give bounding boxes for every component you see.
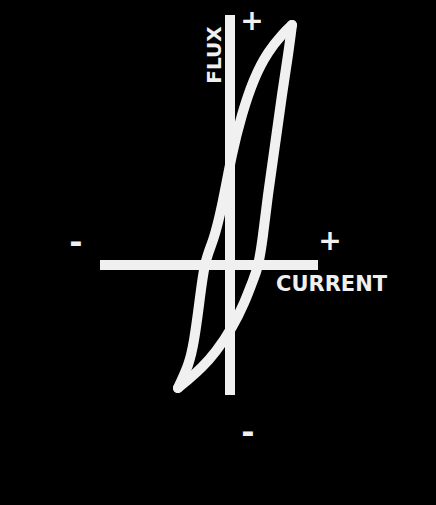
svg-text:+: + bbox=[240, 4, 263, 37]
svg-text:FLUX: FLUX bbox=[202, 26, 226, 84]
svg-text:-: - bbox=[241, 413, 254, 451]
svg-text:-: - bbox=[69, 223, 82, 261]
svg-text:+: + bbox=[318, 224, 341, 257]
svg-text:CURRENT: CURRENT bbox=[276, 272, 388, 296]
